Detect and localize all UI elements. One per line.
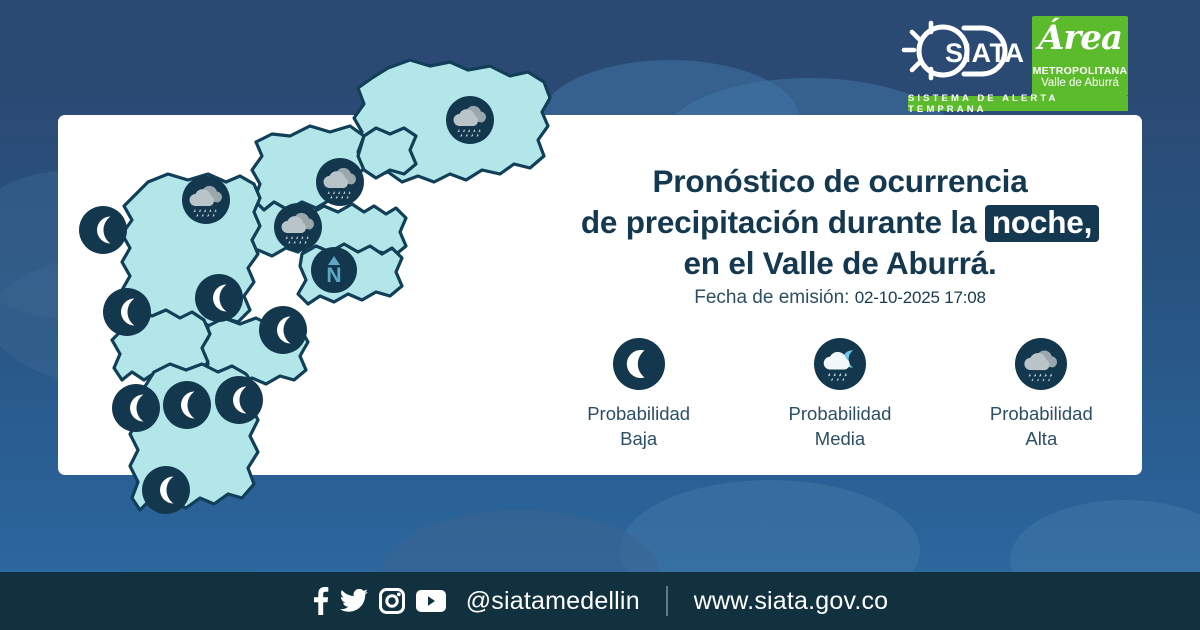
emission-date-value: 02-10-2025 17:08 — [854, 288, 986, 307]
youtube-icon[interactable] — [415, 590, 446, 612]
map-marker-baja — [79, 206, 127, 254]
legend-label-alta: Probabilidad Alta — [990, 402, 1093, 451]
area-logo-script: Área — [1038, 18, 1123, 58]
logo-group: SIATA Área METROPOLITANA Valle de Aburrá — [898, 16, 1128, 103]
map-marker-alta — [316, 158, 364, 206]
emission-date-label: Fecha de emisión: — [694, 287, 850, 308]
siata-logo: SIATA — [898, 16, 1026, 103]
map-marker-baja — [195, 274, 243, 322]
map-marker-baja — [259, 306, 307, 354]
area-logo-line2: Valle de Aburrá — [1041, 77, 1119, 89]
legend-label-baja: Probabilidad Baja — [587, 402, 690, 451]
map-marker-baja — [112, 384, 160, 432]
title-line-2-pre: de precipitación durante la — [580, 203, 985, 240]
facebook-icon[interactable] — [312, 587, 329, 615]
svg-text:N: N — [326, 264, 341, 287]
svg-text:SIATA: SIATA — [945, 38, 1025, 68]
page-title: Pronóstico de ocurrencia de precipitació… — [538, 161, 1142, 284]
map-marker-alta — [446, 96, 494, 144]
legend-label-media: Probabilidad Media — [789, 402, 892, 451]
legend-item-alta: Probabilidad Alta — [956, 337, 1126, 451]
cloud-rain-icon — [1014, 337, 1068, 391]
footer-divider — [665, 586, 668, 616]
legend-label-line2: Baja — [620, 427, 658, 449]
legend-label-line1: Probabilidad — [788, 403, 892, 424]
area-logo-line1: METROPOLITANA — [1032, 65, 1128, 77]
map-marker-baja — [215, 376, 263, 424]
legend-label-line1: Probabilidad — [989, 403, 1093, 424]
cloud-moon-rain-icon — [813, 337, 867, 391]
footer: @siatamedellin www.siata.gov.co — [0, 572, 1200, 630]
emission-date: Fecha de emisión: 02-10-2025 17:08 — [538, 287, 1142, 309]
map-marker-baja — [103, 288, 151, 336]
compass-north-icon: N — [311, 247, 357, 293]
legend-label-line1: Probabilidad — [587, 403, 691, 424]
area-metropolitana-logo: Área METROPOLITANA Valle de Aburrá — [1032, 16, 1128, 96]
map-marker-alta — [182, 176, 230, 224]
instagram-icon[interactable] — [378, 588, 405, 614]
website-url[interactable]: www.siata.gov.co — [693, 586, 889, 615]
moon-icon — [612, 337, 666, 391]
text-panel: Pronóstico de ocurrencia de precipitació… — [538, 115, 1142, 475]
title-line-1: Pronóstico de ocurrencia — [652, 163, 1028, 199]
legend-label-line2: Media — [814, 427, 866, 449]
map-marker-baja — [163, 381, 211, 429]
social-icons — [312, 587, 446, 615]
social-handle[interactable]: @siatamedellin — [465, 586, 640, 615]
map-marker-alta — [274, 203, 322, 251]
legend-label-line2: Alta — [1025, 427, 1058, 449]
title-line-3: en el Valle de Aburrá. — [683, 244, 997, 281]
legend: Probabilidad Baja — [538, 337, 1142, 451]
title-highlight: noche, — [984, 204, 1100, 243]
map-marker-baja — [142, 466, 190, 514]
alerta-temprana-bar: SISTEMA DE ALERTA TEMPRANA — [908, 93, 1128, 115]
legend-item-media: Probabilidad Media — [755, 337, 925, 451]
twitter-icon[interactable] — [339, 589, 368, 613]
legend-item-baja: Probabilidad Baja — [554, 337, 724, 451]
valle-de-aburra-map: N — [58, 52, 578, 582]
